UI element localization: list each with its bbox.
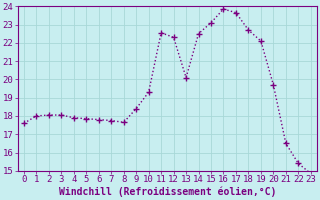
X-axis label: Windchill (Refroidissement éolien,°C): Windchill (Refroidissement éolien,°C) (59, 187, 276, 197)
